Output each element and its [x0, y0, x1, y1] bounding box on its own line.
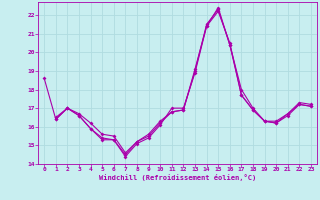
X-axis label: Windchill (Refroidissement éolien,°C): Windchill (Refroidissement éolien,°C): [99, 174, 256, 181]
